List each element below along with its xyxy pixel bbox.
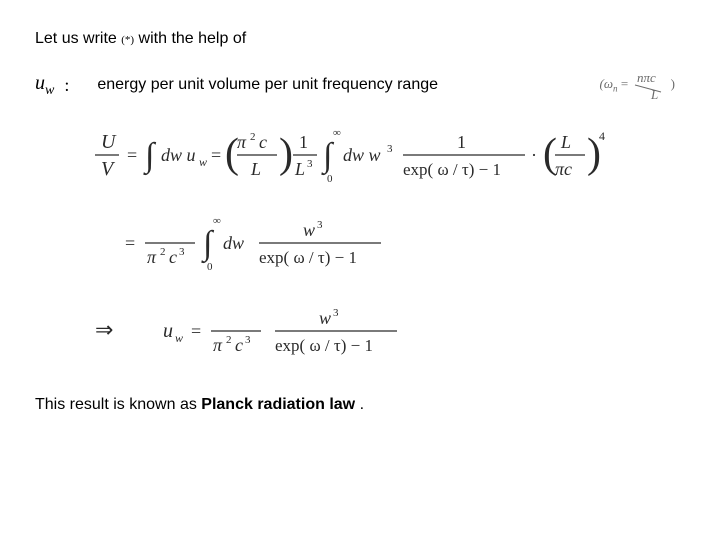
svg-text:3: 3 — [387, 143, 393, 155]
svg-text:exp( ω / τ) − 1: exp( ω / τ) − 1 — [259, 248, 357, 267]
svg-text:⇒: ⇒ — [95, 317, 113, 342]
svg-text:c: c — [259, 132, 267, 152]
svg-text:dw u: dw u — [161, 145, 196, 165]
svg-text:1: 1 — [457, 132, 466, 152]
svg-text:∞: ∞ — [333, 127, 341, 139]
uw-def-text: energy per unit volume per unit frequenc… — [97, 76, 438, 94]
eq3-svg: ⇒ u w = π 2 c 3 w 3 exp( ω / τ) − 1 — [95, 296, 515, 366]
colon: : — [64, 75, 69, 96]
omega-frac: nπc L — [631, 70, 667, 100]
svg-text:w: w — [199, 155, 207, 169]
svg-text:U: U — [101, 131, 117, 153]
eq1-svg: U V = ∫ dw u w = ( π 2 c L ) 1 L 3 ∫ ∞ 0… — [95, 120, 695, 190]
intro-line: Let us write (*) with the help of — [35, 30, 685, 48]
svg-text:π: π — [213, 335, 223, 355]
svg-text:=: = — [125, 233, 135, 253]
eq2-svg: = π 2 c 3 ∫ ∞ 0 dw w 3 exp( ω / τ) − 1 — [125, 208, 545, 278]
svg-text:4: 4 — [599, 129, 605, 143]
conclusion-line: This result is known as Planck radiation… — [35, 396, 685, 414]
text: . — [360, 396, 364, 413]
svg-text:0: 0 — [207, 261, 213, 273]
svg-text:πc: πc — [555, 159, 572, 179]
svg-text:=: = — [191, 321, 201, 341]
svg-text:1: 1 — [299, 132, 308, 152]
uw-symbol: uw — [35, 72, 54, 99]
svg-text:L: L — [294, 159, 305, 179]
text: with the help of — [139, 30, 247, 47]
svg-text:exp( ω / τ) − 1: exp( ω / τ) − 1 — [275, 336, 373, 355]
svg-text:3: 3 — [245, 334, 251, 346]
svg-text:∞: ∞ — [213, 215, 221, 227]
svg-text:π: π — [237, 132, 247, 152]
svg-text:∫: ∫ — [321, 137, 335, 176]
svg-text:c: c — [235, 335, 243, 355]
svg-text:π: π — [147, 247, 157, 267]
svg-text:0: 0 — [327, 173, 333, 185]
svg-text:V: V — [101, 158, 116, 180]
svg-text:exp( ω / τ) − 1: exp( ω / τ) − 1 — [403, 160, 501, 179]
svg-text:w: w — [319, 308, 331, 328]
svg-text:L: L — [650, 87, 658, 100]
svg-text:∫: ∫ — [143, 137, 157, 176]
equation-2: = π 2 c 3 ∫ ∞ 0 dw w 3 exp( ω / τ) − 1 — [125, 208, 685, 278]
svg-text:w: w — [303, 220, 315, 240]
planck-law-name: Planck radiation law — [201, 396, 355, 413]
svg-text:2: 2 — [160, 246, 166, 258]
svg-text:u: u — [163, 320, 173, 342]
svg-text:3: 3 — [317, 219, 323, 231]
svg-text:∫: ∫ — [201, 225, 215, 264]
svg-text:=: = — [211, 145, 221, 165]
svg-text:L: L — [560, 132, 571, 152]
svg-text:): ) — [279, 131, 293, 177]
omega-n-note: (ωn = nπc L ) — [600, 70, 676, 100]
svg-text:2: 2 — [250, 131, 256, 143]
text: This result is known as — [35, 396, 201, 413]
svg-text:c: c — [169, 247, 177, 267]
svg-text:dw: dw — [223, 233, 244, 253]
svg-text:L: L — [250, 159, 261, 179]
svg-text:·: · — [531, 145, 537, 165]
text: Let us write — [35, 30, 121, 47]
svg-text:3: 3 — [333, 307, 339, 319]
svg-text:3: 3 — [307, 158, 313, 170]
equation-3: ⇒ u w = π 2 c 3 w 3 exp( ω / τ) − 1 — [95, 296, 685, 366]
svg-text:2: 2 — [226, 334, 232, 346]
svg-text:nπc: nπc — [637, 70, 656, 85]
svg-text:dw w: dw w — [343, 145, 381, 165]
svg-text:3: 3 — [179, 246, 185, 258]
star-ref: (*) — [121, 34, 134, 46]
svg-text:=: = — [127, 145, 137, 165]
uw-def-line: uw : energy per unit volume per unit fre… — [35, 70, 685, 100]
svg-text:w: w — [175, 331, 183, 345]
equation-1: U V = ∫ dw u w = ( π 2 c L ) 1 L 3 ∫ ∞ 0… — [95, 120, 685, 190]
